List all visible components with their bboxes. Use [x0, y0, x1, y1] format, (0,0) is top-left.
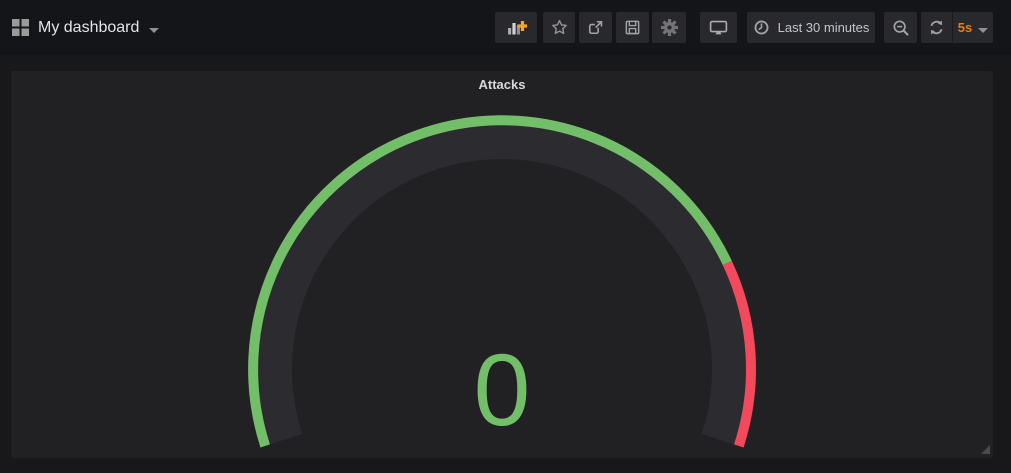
star-icon	[551, 19, 567, 35]
share-icon	[588, 20, 603, 35]
save-button[interactable]	[616, 12, 649, 43]
clock-icon	[754, 20, 769, 35]
caret-down-icon	[149, 28, 160, 33]
time-range-label: Last 30 minutes	[777, 20, 870, 35]
refresh-icon	[930, 20, 943, 35]
divider	[952, 12, 953, 43]
caret-down-icon	[978, 28, 989, 33]
gear-icon	[660, 19, 678, 36]
panel-title[interactable]: Attacks	[478, 77, 526, 92]
refresh-interval-label: 5s	[957, 20, 973, 35]
gauge-chart	[248, 115, 756, 448]
grid-icon	[12, 19, 29, 36]
gauge-value: 0	[473, 333, 531, 447]
star-button[interactable]	[543, 12, 575, 43]
add-panel-icon	[507, 21, 527, 35]
share-button[interactable]	[579, 12, 612, 43]
zoom-out-icon	[892, 19, 909, 36]
zoom-out-button[interactable]	[884, 12, 917, 43]
dashboard-title: My dashboard	[38, 18, 140, 36]
dashboard-title-dropdown[interactable]: My dashboard	[38, 0, 160, 55]
gauge-panel: Attacks 0	[11, 71, 993, 458]
refresh-group: 5s	[921, 12, 993, 43]
dashboard-area: Attacks 0	[0, 55, 1011, 473]
tv-icon	[709, 20, 728, 35]
refresh-button[interactable]	[921, 12, 952, 43]
time-range-button[interactable]: Last 30 minutes	[747, 12, 875, 43]
add-panel-button[interactable]	[495, 12, 537, 43]
tv-mode-button[interactable]	[700, 12, 737, 43]
settings-button[interactable]	[652, 12, 686, 43]
refresh-interval-dropdown[interactable]: 5s	[953, 12, 993, 43]
panel-resize-handle[interactable]	[981, 445, 990, 454]
navbar: My dashboard	[0, 0, 1011, 55]
save-icon	[625, 20, 640, 35]
